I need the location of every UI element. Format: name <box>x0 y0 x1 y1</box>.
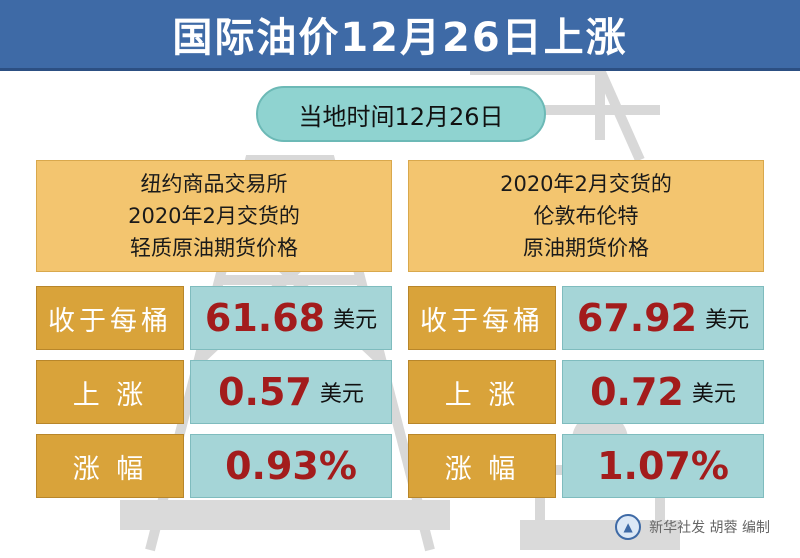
right-pct-label: 涨 幅 <box>444 453 520 485</box>
left-pct-label-cell: 涨 幅 <box>36 434 184 498</box>
left-pct-label: 涨 幅 <box>72 453 148 485</box>
right-close-value: 67.92 <box>576 296 698 340</box>
left-rise-label: 上 涨 <box>72 379 148 411</box>
right-header-line-2: 伦敦布伦特 <box>533 204 639 228</box>
right-rise-unit: 美元 <box>691 382 736 407</box>
right-close-label: 收于每桶 <box>420 305 544 337</box>
left-close-label: 收于每桶 <box>48 305 172 337</box>
right-close-value-cell: 67.92 美元 <box>562 286 764 350</box>
credit-text: 新华社发 胡蓉 编制 <box>649 520 770 536</box>
date-label: 当地时间12月26日 <box>298 102 504 131</box>
left-rise-value: 0.57 <box>218 370 312 414</box>
left-close-value: 61.68 <box>204 296 326 340</box>
xinhua-logo-icon: ▲ <box>615 514 642 540</box>
credit-line: ▲ 新华社发 胡蓉 编制 <box>615 514 770 540</box>
right-header-card: 2020年2月交货的 伦敦布伦特 原油期货价格 <box>408 160 764 272</box>
title-banner: 国际油价12月26日上涨 <box>0 0 800 71</box>
right-rise-label-cell: 上 涨 <box>408 360 556 424</box>
left-header-line-3: 轻质原油期货价格 <box>130 236 298 260</box>
left-pct-value: 0.93% <box>225 444 357 488</box>
date-badge: 当地时间12月26日 <box>256 86 546 142</box>
left-header-line-2: 2020年2月交货的 <box>128 204 300 228</box>
right-rise-value-cell: 0.72 美元 <box>562 360 764 424</box>
left-close-label-cell: 收于每桶 <box>36 286 184 350</box>
left-rise-value-cell: 0.57 美元 <box>190 360 392 424</box>
left-close-unit: 美元 <box>333 308 378 333</box>
left-pct-value-cell: 0.93% <box>190 434 392 498</box>
left-rise-unit: 美元 <box>319 382 364 407</box>
page-title: 国际油价12月26日上涨 <box>172 15 628 61</box>
right-pct-value-cell: 1.07% <box>562 434 764 498</box>
left-header-line-1: 纽约商品交易所 <box>140 172 288 196</box>
right-rise-label: 上 涨 <box>444 379 520 411</box>
right-header-line-1: 2020年2月交货的 <box>500 172 672 196</box>
right-pct-label-cell: 涨 幅 <box>408 434 556 498</box>
right-close-label-cell: 收于每桶 <box>408 286 556 350</box>
right-pct-value: 1.07% <box>597 444 729 488</box>
right-header-line-3: 原油期货价格 <box>523 236 649 260</box>
right-close-unit: 美元 <box>705 308 750 333</box>
left-close-value-cell: 61.68 美元 <box>190 286 392 350</box>
left-rise-label-cell: 上 涨 <box>36 360 184 424</box>
right-rise-value: 0.72 <box>590 370 684 414</box>
left-header-card: 纽约商品交易所 2020年2月交货的 轻质原油期货价格 <box>36 160 392 272</box>
